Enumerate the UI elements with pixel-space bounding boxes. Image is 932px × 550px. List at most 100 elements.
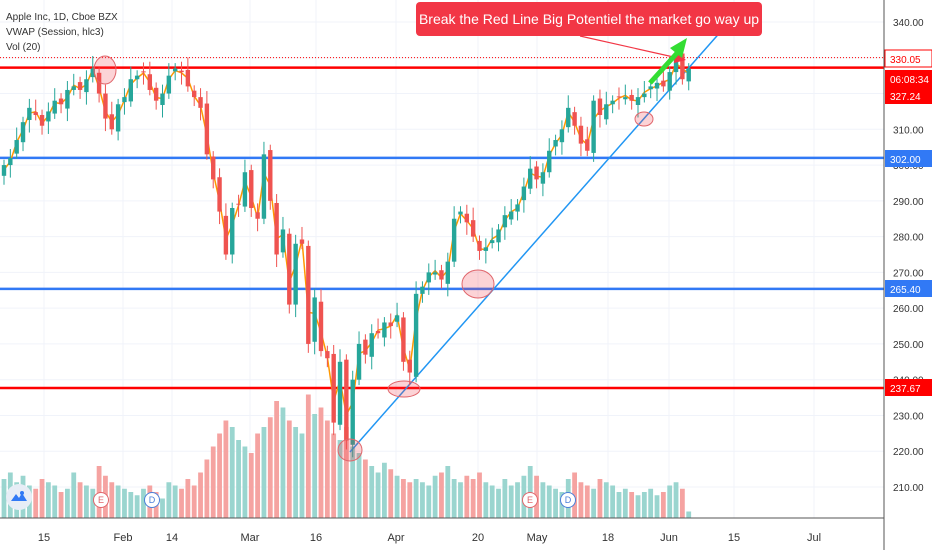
candle-body <box>58 98 64 105</box>
volume-bar <box>274 401 280 518</box>
volume-bar <box>451 479 457 518</box>
candle-body <box>8 157 13 166</box>
candle-body <box>610 100 615 105</box>
chart-legend: Apple Inc, 1D, Cboe BZX VWAP (Session, h… <box>6 10 118 55</box>
candle-body <box>420 286 425 294</box>
candle-body <box>597 98 603 115</box>
legend-vwap: VWAP (Session, hlc3) <box>6 27 104 38</box>
candle-body <box>413 293 419 377</box>
trendline[interactable] <box>349 25 727 453</box>
candle-body <box>445 261 450 284</box>
y-tick-label: 310.00 <box>893 125 924 136</box>
annotation-text: Break the Red Line Big Potentiel the mar… <box>418 11 760 27</box>
volume-bar <box>33 488 39 518</box>
y-tick-label: 270.00 <box>893 268 924 279</box>
candlesticks <box>1 40 691 458</box>
candle-body <box>306 245 311 344</box>
y-tick-label: 210.00 <box>893 483 924 494</box>
volume-bar <box>660 492 666 518</box>
volume-bar <box>686 511 692 518</box>
volume-bar <box>77 482 83 518</box>
volume-bar <box>654 495 660 518</box>
candle-body <box>299 239 305 244</box>
candle-body <box>147 74 153 90</box>
dividend-marker-icon[interactable]: D <box>560 492 576 508</box>
candle-body <box>84 79 89 93</box>
volume-bar <box>439 472 444 518</box>
annotation-arrows <box>579 35 687 85</box>
volume-bar <box>420 482 425 518</box>
candle-body <box>141 71 146 73</box>
candle-body <box>198 97 203 108</box>
highlight-ellipse <box>93 55 117 85</box>
candle-body <box>280 229 286 253</box>
candle-body <box>375 331 381 334</box>
candle-body <box>192 90 197 98</box>
candle-body <box>642 93 647 98</box>
candle-body <box>540 172 546 184</box>
candle-body <box>439 270 444 280</box>
candle-body <box>673 57 679 73</box>
x-tick-label: 14 <box>166 532 178 544</box>
candle-body <box>654 82 660 89</box>
volume-bar <box>470 479 476 518</box>
volume-bar <box>584 485 590 518</box>
green-arrow-icon <box>648 50 680 85</box>
candle-body <box>318 301 324 352</box>
candle-body <box>27 107 32 121</box>
volume-bar <box>382 462 387 518</box>
volume-bar <box>128 492 134 518</box>
green-arrow-head <box>670 38 687 58</box>
volume-bar <box>236 440 241 518</box>
volume-bar <box>122 488 127 518</box>
candle-body <box>242 172 248 207</box>
horizontal-levels[interactable] <box>0 57 884 390</box>
volume-bar <box>58 492 64 518</box>
volume-bar <box>489 485 495 518</box>
candle-body <box>65 89 70 109</box>
candle-body <box>483 247 489 251</box>
candle-body <box>128 79 133 102</box>
volume-bar <box>217 433 222 518</box>
earnings-marker-icon[interactable]: E <box>93 492 109 508</box>
candle-body <box>287 233 292 305</box>
callout-pointer <box>579 35 679 59</box>
candle-body <box>648 86 653 90</box>
volume-bar <box>39 479 45 518</box>
volume-bar <box>477 472 482 518</box>
candle-body <box>388 322 393 327</box>
candle-body <box>667 72 672 91</box>
candle-body <box>153 87 159 101</box>
volume-bar <box>610 485 616 518</box>
candle-body <box>559 129 565 143</box>
candle-body <box>356 343 362 380</box>
candle-body <box>33 112 38 115</box>
volume-bar <box>401 479 406 518</box>
volume-bar <box>546 485 552 518</box>
volume-bar <box>356 453 362 518</box>
volume-bars <box>1 394 692 518</box>
volume-bar <box>445 466 451 518</box>
volume-bar <box>629 492 635 518</box>
volume-bar <box>65 488 70 518</box>
volume-bar <box>331 433 337 518</box>
volume-bar <box>71 472 77 518</box>
earnings-marker-icon[interactable]: E <box>522 492 538 508</box>
candle-body <box>39 115 45 126</box>
candle-body <box>223 215 229 255</box>
dividend-marker-icon[interactable]: D <box>144 492 160 508</box>
volume-bar <box>52 485 58 518</box>
volume-bar <box>45 482 51 518</box>
candle-body <box>680 53 685 80</box>
volume-bar <box>667 485 673 518</box>
volume-bar <box>426 485 432 518</box>
candle-body <box>77 82 83 90</box>
highlight-ellipse <box>387 380 421 398</box>
annotation-callout[interactable]: Break the Red Line Big Potentiel the mar… <box>416 2 762 36</box>
price-badge-text: 265.40 <box>890 285 921 296</box>
highlight-ellipse <box>634 111 654 127</box>
candle-body <box>407 359 412 373</box>
highlight-ellipses <box>93 55 654 462</box>
candle-body <box>255 212 260 219</box>
